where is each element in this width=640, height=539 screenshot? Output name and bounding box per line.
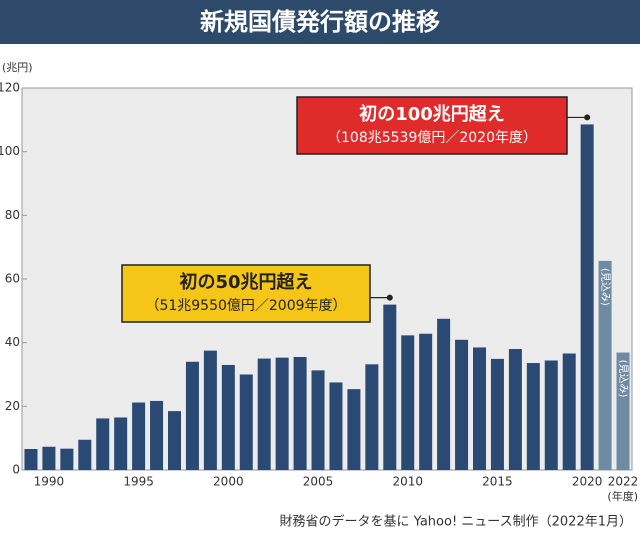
bar	[562, 353, 576, 470]
y-unit: (兆円)	[2, 61, 33, 74]
bar	[239, 374, 253, 470]
bar	[347, 389, 361, 470]
title-bar	[0, 0, 640, 44]
bar	[490, 358, 504, 470]
x-unit: (年度)	[607, 489, 638, 503]
bar	[132, 402, 146, 470]
bar	[508, 349, 522, 470]
x-tick-label: 2010	[392, 475, 423, 489]
x-tick-label: 1990	[34, 475, 65, 489]
callout-dot	[386, 294, 393, 301]
bar	[437, 318, 451, 470]
x-tick-label: 1995	[123, 475, 154, 489]
bar	[616, 352, 630, 470]
bar	[185, 361, 199, 470]
bar	[24, 448, 38, 470]
bar	[96, 418, 110, 470]
callout-box	[121, 264, 371, 323]
bar	[168, 411, 181, 470]
x-tick-label: 2015	[482, 475, 513, 489]
bar	[293, 356, 307, 470]
bar	[580, 124, 594, 470]
bar	[365, 364, 379, 470]
x-tick-label: 2022	[608, 475, 639, 489]
y-tick-label: 40	[5, 335, 20, 349]
callout-title: 初の100兆円超え	[359, 103, 505, 125]
bar	[419, 333, 433, 470]
y-tick-label: 100	[0, 144, 20, 158]
callout-title: 初の50兆円超え	[179, 271, 312, 293]
bar	[221, 364, 235, 470]
bar	[78, 439, 92, 470]
y-tick-label: 80	[5, 208, 20, 222]
y-tick-label: 20	[5, 399, 20, 413]
x-tick-label: 2000	[213, 475, 244, 489]
bar	[275, 357, 289, 470]
callout-box	[296, 96, 568, 155]
source: 財務省のデータを基に Yahoo! ニュース制作（2022年1月）	[280, 514, 632, 530]
bar	[42, 446, 56, 470]
bar	[473, 347, 486, 470]
bar	[598, 260, 612, 470]
bar	[311, 370, 325, 470]
y-tick-label: 120	[0, 81, 20, 95]
callout-dot	[584, 114, 591, 121]
bar	[60, 448, 74, 470]
bar	[526, 363, 540, 470]
bar	[401, 335, 415, 470]
bar	[150, 400, 164, 470]
bar	[455, 339, 469, 470]
x-tick-label: 2020	[572, 475, 603, 489]
callout-detail: （51兆9550億円／2009年度）	[145, 298, 346, 314]
projection-label: (見込み)	[617, 360, 629, 398]
bar	[544, 360, 558, 470]
bar	[329, 382, 343, 470]
chart-title: 新規国債発行額の推移	[200, 8, 440, 36]
bar	[383, 304, 397, 470]
x-tick-label: 2005	[303, 475, 334, 489]
bar	[257, 358, 271, 470]
y-tick-label: 0	[12, 463, 20, 477]
projection-label: (見込み)	[599, 268, 611, 306]
bar	[203, 350, 217, 470]
y-tick-label: 60	[5, 272, 20, 286]
callout-detail: （108兆5539億円／2020年度）	[327, 130, 537, 146]
bar	[114, 417, 128, 470]
